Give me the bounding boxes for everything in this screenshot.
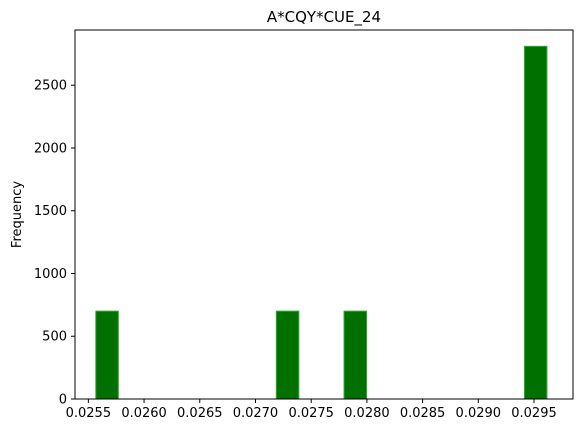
x-tick-label: 0.0280 <box>344 406 390 421</box>
y-tick-label: 1500 <box>34 204 67 219</box>
x-tick-label: 0.0295 <box>511 406 557 421</box>
y-tick-label: 2500 <box>34 79 67 94</box>
y-tick-label: 1000 <box>34 267 67 282</box>
y-tick-label: 2000 <box>34 141 67 156</box>
chart-title: A*CQY*CUE_24 <box>267 8 381 27</box>
x-tick-label: 0.0275 <box>288 406 334 421</box>
plot-frame <box>74 29 574 400</box>
x-tick-label: 0.0270 <box>233 406 279 421</box>
x-tick-label: 0.0290 <box>456 406 502 421</box>
histogram-bar-2 <box>275 310 300 400</box>
y-axis-label: Frequency <box>10 181 25 248</box>
bars-group <box>95 45 548 400</box>
histogram-bar-1 <box>95 310 119 400</box>
y-tick-label: 0 <box>59 393 67 408</box>
x-tick-label: 0.0265 <box>177 406 223 421</box>
y-axis-ticks: 0 500 1000 1500 2000 2500 <box>34 79 75 408</box>
y-tick-label: 500 <box>42 330 67 345</box>
x-tick-label: 0.0255 <box>66 406 112 421</box>
histogram-bar-3 <box>343 310 368 400</box>
x-tick-label: 0.0260 <box>121 406 167 421</box>
x-tick-label: 0.0285 <box>400 406 446 421</box>
x-axis-ticks: 0.0255 0.0260 0.0265 0.0270 0.0275 0.0280 0.02… <box>66 399 557 421</box>
histogram-bar-4 <box>523 45 548 400</box>
